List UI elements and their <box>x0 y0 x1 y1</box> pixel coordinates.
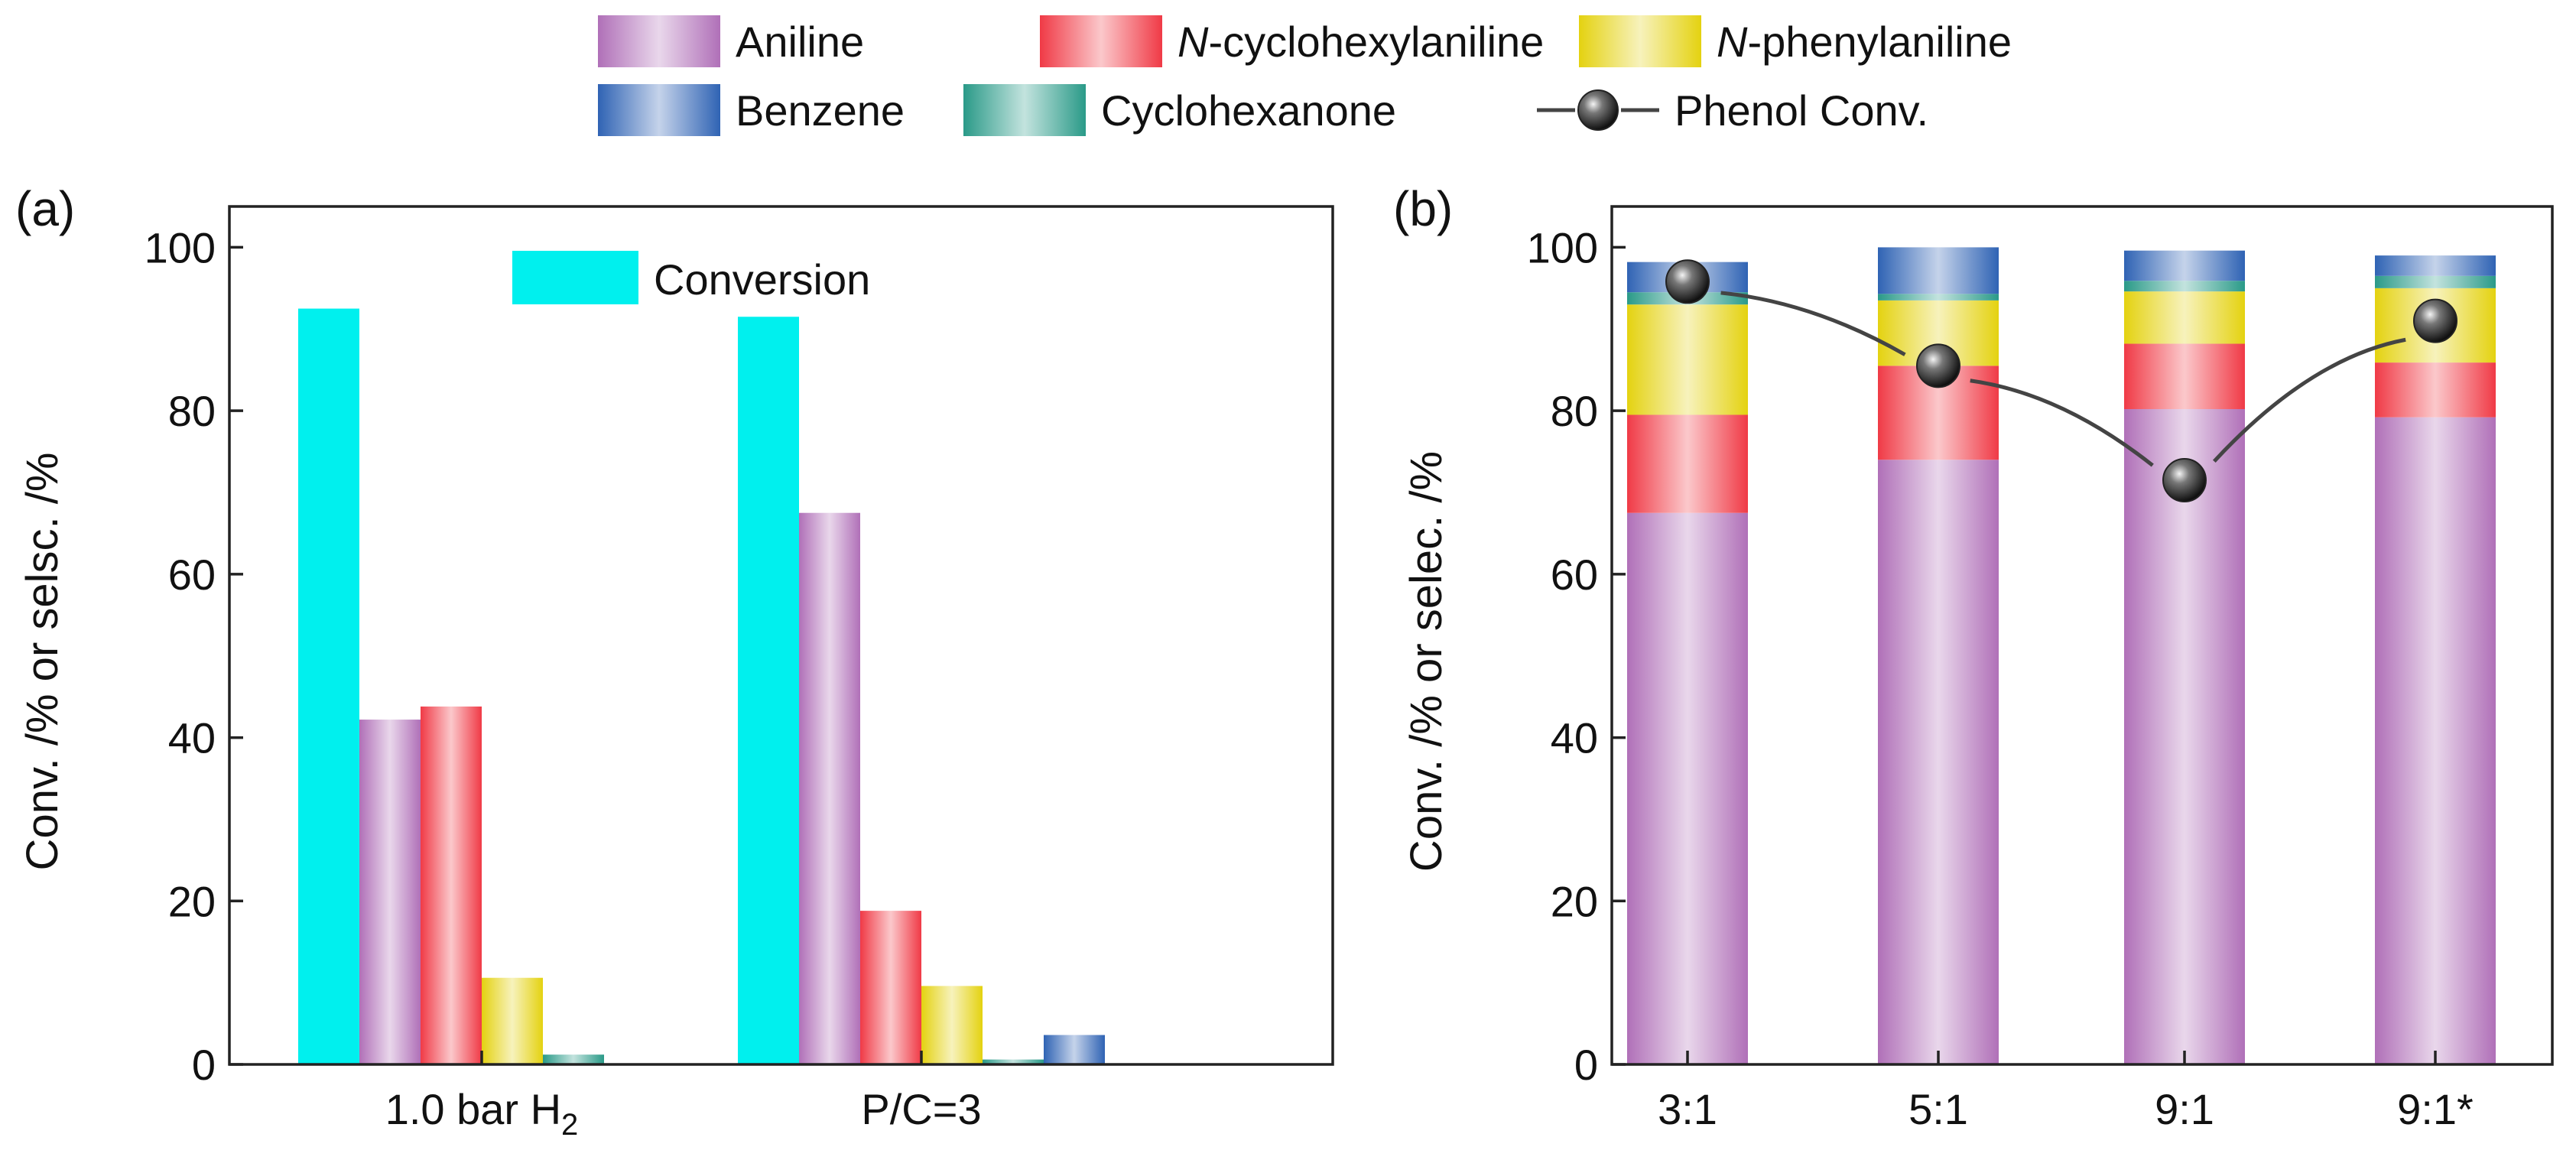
panel-b-x-tick-label: 9:1* <box>2397 1085 2474 1133</box>
phenol-line-segment <box>1720 291 1906 356</box>
legend-label-cyclohexanone: Cyclohexanone <box>1101 86 1396 135</box>
panel-b-label: (b) <box>1393 181 1453 236</box>
panel-b-y-tick-label: 20 <box>1551 877 1598 925</box>
legend-swatch-aniline <box>598 15 720 67</box>
stack-npa-0 <box>1627 304 1748 415</box>
phenol-point-3 <box>2413 298 2457 343</box>
stack-ncha-3 <box>2375 362 2496 418</box>
panel-a-y-tick-label: 0 <box>192 1041 216 1089</box>
stack-cyclohexanone-3 <box>2375 275 2496 288</box>
panel-a-y-tick-label: 60 <box>168 551 216 599</box>
panel-b-y-tick-label: 40 <box>1551 714 1598 762</box>
bar-cyclohexanone-1 <box>983 1059 1044 1064</box>
stack-ncha-2 <box>2124 343 2245 410</box>
panel-b-y-axis-title: Conv. /% or selec. /% <box>1402 451 1451 872</box>
legend-swatch-npa <box>1579 15 1701 67</box>
stack-ncha-0 <box>1627 414 1748 513</box>
conversion-legend-swatch <box>512 251 638 304</box>
panel-b: (b) Conv. /% or selec. /% 0 20 40 60 80 100 3:… <box>1393 181 2554 1133</box>
stack-aniline-3 <box>2375 417 2496 1064</box>
bar-aniline-0 <box>359 720 421 1064</box>
legend-swatch-ncha <box>1040 15 1162 67</box>
conversion-legend-label: Conversion <box>654 255 870 304</box>
phenol-line-segment <box>2212 337 2406 463</box>
legend-label-aniline: Aniline <box>736 18 864 66</box>
stack-benzene-1 <box>1878 247 1999 294</box>
panel-b-y-tick-label: 80 <box>1551 387 1598 435</box>
bar-aniline-1 <box>799 512 860 1064</box>
bar-npa-0 <box>482 977 543 1064</box>
panel-a: (a) Conv. /% or selsc. /% 0 20 40 60 80 100 1.… <box>15 181 1334 1142</box>
panel-b-x-tick-label: 9:1 <box>2155 1085 2214 1133</box>
panel-a-bars <box>298 308 1105 1065</box>
panel-b-y-tick-label: 100 <box>1527 223 1598 271</box>
bar-conversion-0 <box>298 308 359 1065</box>
phenol-point-2 <box>2162 457 2207 502</box>
panel-b-x-tick-label: 5:1 <box>1908 1085 1968 1133</box>
legend-swatch-cyclohexanone <box>963 84 1086 136</box>
bar-ncha-0 <box>421 706 482 1064</box>
phenol-point-0 <box>1665 259 1710 304</box>
stack-aniline-1 <box>1878 460 1999 1064</box>
panel-b-x-tick-label: 3:1 <box>1658 1085 1717 1133</box>
panel-a-x-tick-label: P/C=3 <box>861 1085 981 1133</box>
stack-benzene-3 <box>2375 255 2496 276</box>
panel-b-axis: 0 20 40 60 80 100 3:1 5:1 9:1 9:1* <box>1527 205 2554 1133</box>
panel-a-label: (a) <box>15 181 75 236</box>
stack-benzene-2 <box>2124 250 2245 281</box>
legend-label-npa: N-phenylaniline <box>1717 18 2012 66</box>
panel-b-plot-frame <box>1610 205 2554 1066</box>
bar-benzene-1 <box>1044 1035 1105 1064</box>
panel-b-bars <box>1627 247 2496 1064</box>
legend-label-phenol: Phenol Conv. <box>1675 86 1928 135</box>
legend-swatch-benzene <box>598 84 720 136</box>
panel-a-y-tick-label: 40 <box>168 714 216 762</box>
panel-a-y-axis-title: Conv. /% or selsc. /% <box>18 453 67 871</box>
bar-ncha-1 <box>860 911 921 1064</box>
stack-aniline-2 <box>2124 409 2245 1064</box>
stack-npa-2 <box>2124 291 2245 344</box>
panel-a-x-tick-label: 1.0 bar H2 <box>385 1085 579 1142</box>
phenol-point-1 <box>1916 343 1960 388</box>
panel-a-axis: 0 20 40 60 80 100 1.0 bar H2 P/C=3 <box>145 205 1334 1142</box>
top-legend: Aniline N-cyclohexylaniline N-phenylanilin… <box>598 15 2012 136</box>
phenol-line-segment <box>1970 379 2154 467</box>
panel-a-inner-legend: Conversion <box>512 251 870 304</box>
panel-a-y-tick-label: 20 <box>168 877 216 925</box>
panel-a-plot-frame <box>228 205 1334 1066</box>
bar-conversion-1 <box>738 317 799 1064</box>
panel-a-y-tick-label: 80 <box>168 387 216 435</box>
legend-label-benzene: Benzene <box>736 86 905 135</box>
stack-cyclohexanone-2 <box>2124 281 2245 292</box>
panel-b-y-tick-label: 0 <box>1574 1041 1598 1089</box>
phenol-legend-marker <box>1577 89 1619 131</box>
bar-cyclohexanone-0 <box>543 1054 604 1064</box>
legend-label-ncha: N-cyclohexylaniline <box>1178 18 1544 66</box>
panel-b-phenol-line <box>1665 259 2457 502</box>
panel-b-y-tick-label: 60 <box>1551 551 1598 599</box>
panel-a-y-tick-label: 100 <box>145 223 216 271</box>
bar-npa-1 <box>921 986 983 1064</box>
stack-aniline-0 <box>1627 512 1748 1064</box>
stack-cyclohexanone-1 <box>1878 294 1999 301</box>
